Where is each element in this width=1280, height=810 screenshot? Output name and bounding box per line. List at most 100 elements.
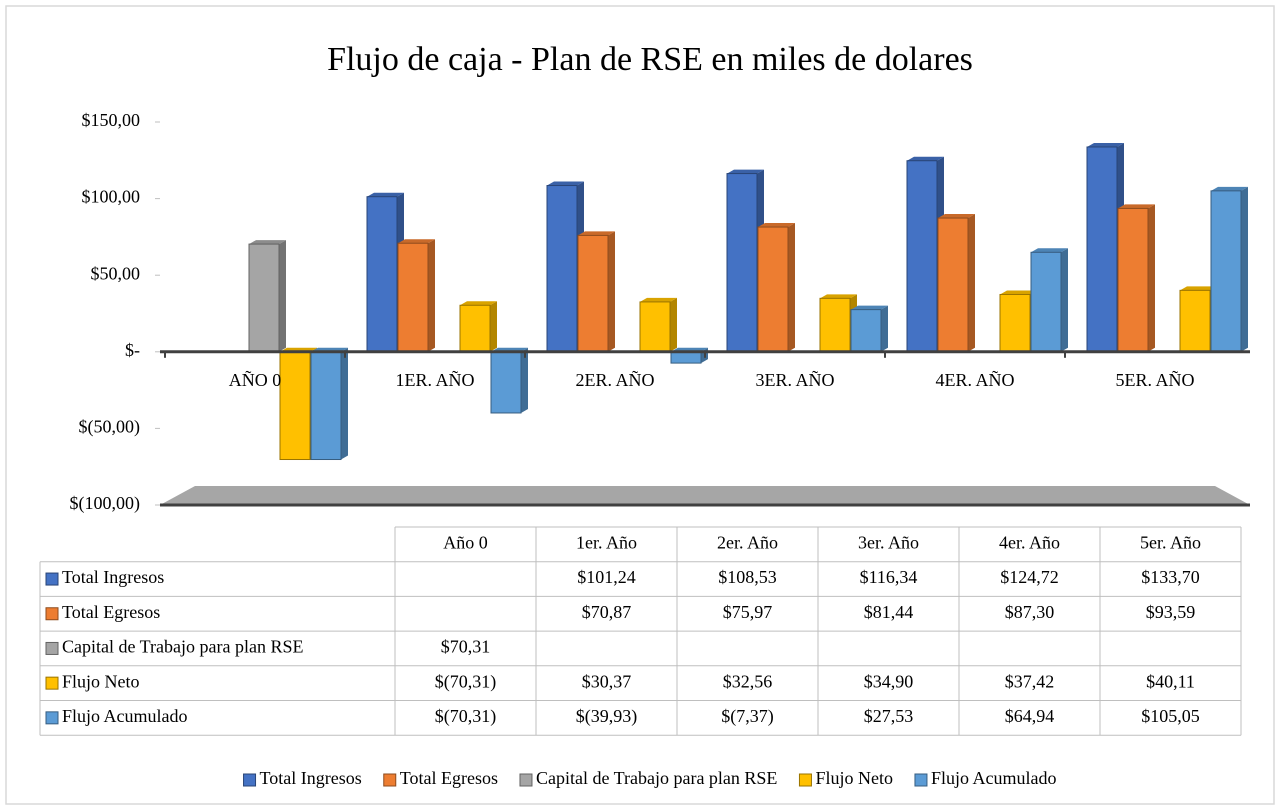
bar-side [521,347,528,413]
y-tick-label: $(100,00) [70,493,141,514]
table-header: Año 0 [443,532,488,552]
legend-label: Flujo Neto [815,768,893,788]
bar-top [907,156,944,161]
legend-item: Flujo Acumulado [914,768,1056,788]
table-cell: $(70,31) [435,671,497,692]
table-cell: $(39,93) [576,706,638,727]
bar-side [341,347,348,460]
legend-key [914,773,928,787]
bar-side [608,231,615,352]
bar [1030,251,1062,353]
bar-side [1061,248,1068,352]
table-key [45,641,59,655]
y-tick-label: $100,00 [82,187,141,207]
legend-item: Total Egresos [383,768,498,788]
table-cell: $37,42 [1005,671,1055,691]
bar-top [578,231,615,236]
bar [1117,207,1149,353]
table-cell: $105,05 [1141,706,1200,726]
bar [310,351,342,461]
table-header: 3er. Año [858,532,919,552]
bar [1210,190,1242,353]
table-cell: $34,90 [864,671,914,691]
bar-top [758,223,795,228]
bar-top [367,192,404,197]
legend-key [383,773,397,787]
bar-top [851,305,888,310]
table-key [45,572,59,586]
bar-top [460,301,497,306]
bar-top [547,181,584,186]
bar-side [428,239,435,352]
table-cell: $70,31 [441,637,491,657]
bar [639,301,671,353]
legend-key [798,773,812,787]
bar [757,226,789,353]
table-cell: $75,97 [723,602,773,622]
table-cell: $93,59 [1146,602,1196,622]
bar-top [1000,290,1037,295]
bar [906,160,938,353]
legend-label: Total Ingresos [260,768,362,788]
legend-item: Total Ingresos [243,768,362,788]
x-tick-label: 4ER. AÑO [935,369,1014,390]
legend-label: Total Egresos [400,768,498,788]
bar-side [881,305,888,352]
bar-top [1118,204,1155,209]
legend-key [243,773,257,787]
y-tick-label: $(50,00) [79,417,141,438]
table-header: 1er. Año [576,532,637,552]
table-key [45,676,59,690]
bar-side [490,301,497,352]
y-tick-label: $150,00 [82,110,141,130]
x-tick-label: 5ER. AÑO [1115,369,1194,390]
table-cell: $(70,31) [435,706,497,727]
bar-top [640,297,677,302]
table-row-label: Flujo Neto [62,671,140,691]
table-cell: $87,30 [1005,602,1055,622]
table-cell: $32,56 [723,671,773,691]
bar [819,297,851,353]
table-cell: $101,24 [577,567,636,587]
bar-top [1087,142,1124,147]
bar-side [670,297,677,352]
table-key [45,711,59,725]
bar [490,351,522,414]
table-cell: $(7,37) [721,706,774,727]
legend-key [519,773,533,787]
table-row-label: Total Ingresos [62,567,164,587]
bar-side [968,214,975,352]
table-cell: $70,87 [582,602,632,622]
bar [670,351,702,364]
bar-top [938,214,975,219]
bar-top [820,294,857,299]
table-cell: $30,37 [582,671,632,691]
bar [366,196,398,353]
table-header: 2er. Año [717,532,778,552]
bar-side [788,223,795,352]
bar-top [398,239,435,244]
table-cell: $40,11 [1146,671,1195,691]
x-tick-label: 1ER. AÑO [395,369,474,390]
bar-side [279,240,286,352]
table-cell: $108,53 [718,567,777,587]
bar-top [249,240,286,245]
bar-top [1180,286,1217,291]
y-tick-label: $- [125,340,140,360]
bar-top [1211,186,1248,191]
legend-label: Capital de Trabajo para plan RSE [536,768,777,788]
chart-border [5,5,1275,805]
bar-side [1241,186,1248,352]
bar [459,304,491,353]
table-cell: $116,34 [860,567,918,587]
bar [937,217,969,353]
table-row-label: Flujo Acumulado [62,706,188,726]
table-cell: $81,44 [864,602,914,622]
x-tick-label: 2ER. AÑO [575,369,654,390]
bar [577,234,609,353]
bar [726,173,758,353]
y-tick-label: $50,00 [91,263,141,283]
bar [397,242,429,353]
table-row-label: Capital de Trabajo para plan RSE [62,637,303,657]
